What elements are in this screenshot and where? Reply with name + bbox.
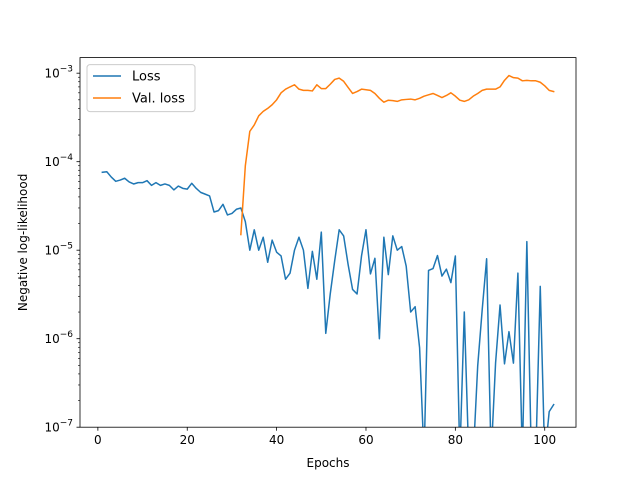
series-line-val-loss [240, 74, 555, 236]
x-axis: 0 20 40 60 80 100 [94, 427, 556, 447]
plot-area [80, 57, 576, 428]
x-tick-label: 100 [533, 433, 556, 447]
y-tick-label: 10−5 [44, 242, 73, 258]
x-tick-label: 0 [94, 433, 102, 447]
y-tick-label: 10−4 [44, 153, 73, 169]
x-axis-label: Epochs [307, 456, 350, 470]
y-tick-label: 10−6 [44, 330, 73, 346]
y-tick-label: 10−7 [44, 419, 73, 435]
legend: Loss Val. loss [86, 64, 196, 113]
y-tick-label: 10−3 [44, 65, 73, 81]
x-tick-label: 20 [180, 433, 195, 447]
axes-frame [79, 57, 577, 428]
legend-label-loss: Loss [132, 70, 161, 85]
series-layer [101, 74, 555, 428]
x-tick-label: 80 [448, 433, 463, 447]
y-axis-label: Negative log-likelihood [16, 174, 30, 311]
legend-label-val-loss: Val. loss [132, 92, 185, 107]
x-tick-label: 60 [358, 433, 373, 447]
x-tick-label: 40 [269, 433, 284, 447]
series-line-loss [101, 170, 555, 428]
y-axis: 10−7 10−6 10−5 10−4 10−3 [44, 65, 80, 435]
